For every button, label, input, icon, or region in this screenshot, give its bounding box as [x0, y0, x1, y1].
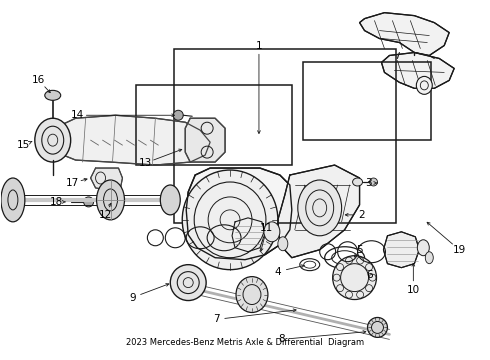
- Polygon shape: [384, 232, 419, 268]
- Polygon shape: [185, 118, 225, 162]
- Ellipse shape: [264, 222, 280, 242]
- Ellipse shape: [182, 170, 278, 270]
- Ellipse shape: [368, 318, 388, 337]
- Ellipse shape: [84, 197, 94, 207]
- Text: 7: 7: [213, 314, 220, 324]
- Bar: [136, 85, 292, 165]
- Text: 8: 8: [278, 334, 285, 345]
- Ellipse shape: [236, 276, 268, 312]
- Ellipse shape: [416, 76, 432, 94]
- Polygon shape: [382, 53, 454, 88]
- Ellipse shape: [45, 90, 61, 100]
- Text: 12: 12: [99, 210, 112, 220]
- Ellipse shape: [278, 237, 288, 251]
- Text: 11: 11: [260, 223, 273, 233]
- Polygon shape: [232, 218, 265, 252]
- Text: 3: 3: [365, 178, 372, 188]
- Bar: [303, 62, 431, 140]
- Ellipse shape: [333, 256, 376, 300]
- Text: 4: 4: [274, 267, 281, 276]
- Text: 18: 18: [50, 197, 63, 207]
- Ellipse shape: [1, 178, 25, 222]
- Polygon shape: [91, 168, 122, 190]
- Text: 15: 15: [17, 140, 30, 150]
- Ellipse shape: [35, 118, 71, 162]
- Text: 14: 14: [71, 110, 84, 120]
- Text: 9: 9: [129, 293, 136, 302]
- Text: 16: 16: [32, 75, 46, 85]
- Polygon shape: [186, 168, 292, 260]
- Text: 1: 1: [256, 41, 262, 50]
- Text: 2023 Mercedes-Benz Metris Axle & Differential  Diagram: 2023 Mercedes-Benz Metris Axle & Differe…: [126, 338, 364, 347]
- Ellipse shape: [353, 178, 363, 186]
- Text: 13: 13: [139, 158, 152, 168]
- Ellipse shape: [171, 265, 206, 301]
- Polygon shape: [49, 115, 210, 165]
- Ellipse shape: [97, 180, 124, 220]
- Ellipse shape: [417, 240, 429, 256]
- Ellipse shape: [369, 178, 377, 186]
- Text: 17: 17: [66, 178, 79, 188]
- Text: 10: 10: [407, 284, 420, 294]
- Text: 2: 2: [358, 210, 365, 220]
- Text: 5: 5: [356, 245, 363, 255]
- Text: 19: 19: [453, 245, 466, 255]
- Bar: [174, 49, 396, 223]
- Text: 6: 6: [366, 270, 373, 280]
- Polygon shape: [278, 165, 360, 258]
- Ellipse shape: [298, 180, 342, 236]
- Ellipse shape: [160, 185, 180, 215]
- Ellipse shape: [173, 110, 183, 120]
- Polygon shape: [360, 13, 449, 55]
- Ellipse shape: [425, 252, 433, 264]
